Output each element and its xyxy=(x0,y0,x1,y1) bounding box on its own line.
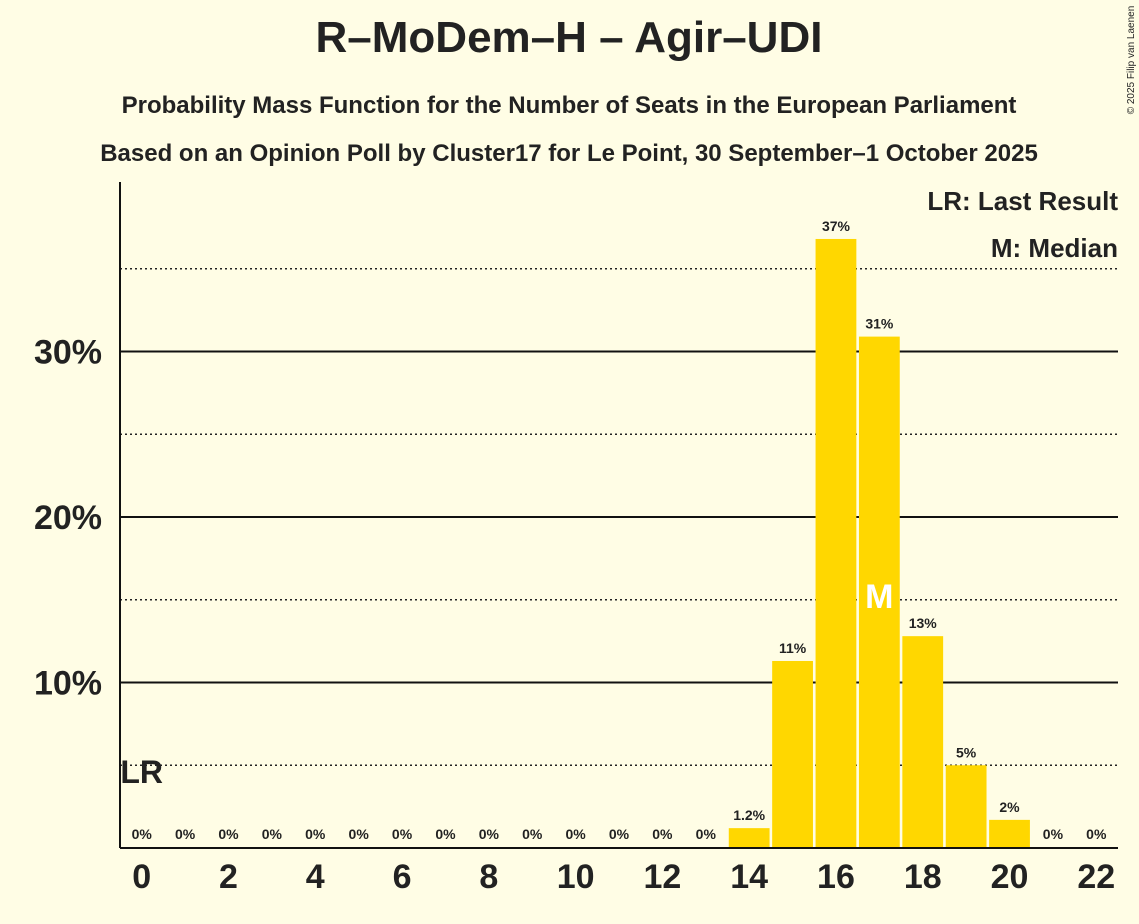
y-tick-label: 30% xyxy=(34,334,102,372)
bar xyxy=(815,238,857,848)
value-label: 0% xyxy=(609,826,630,842)
x-tick-label: 14 xyxy=(730,858,768,896)
value-label: 0% xyxy=(1043,826,1064,842)
x-tick-label: 2 xyxy=(219,858,238,896)
value-label: 0% xyxy=(652,826,673,842)
x-tick-label: 16 xyxy=(817,858,855,896)
x-tick-label: 20 xyxy=(991,858,1029,896)
value-label: 0% xyxy=(479,826,500,842)
value-label: 0% xyxy=(565,826,586,842)
value-label: 0% xyxy=(218,826,239,842)
value-label: 0% xyxy=(1086,826,1107,842)
copyright: © 2025 Filip van Laenen xyxy=(1126,6,1137,115)
bar xyxy=(989,819,1030,848)
legend-entry: LR: Last Result xyxy=(927,186,1118,216)
value-label: 0% xyxy=(305,826,326,842)
x-tick-label: 10 xyxy=(557,858,595,896)
value-label: 11% xyxy=(779,640,807,656)
value-label: 13% xyxy=(909,615,938,631)
x-tick-label: 0 xyxy=(132,858,151,896)
value-label: 37% xyxy=(822,218,851,234)
chart-subtitle: Based on an Opinion Poll by Cluster17 fo… xyxy=(100,140,1038,167)
x-tick-label: 18 xyxy=(904,858,942,896)
x-tick-label: 6 xyxy=(393,858,412,896)
value-label: 0% xyxy=(435,826,456,842)
bar xyxy=(902,636,944,848)
bar xyxy=(772,660,813,848)
value-label: 0% xyxy=(262,826,283,842)
legend-entry: M: Median xyxy=(991,233,1118,263)
y-tick-label: 20% xyxy=(34,499,102,537)
x-tick-label: 4 xyxy=(306,858,325,896)
x-tick-label: 22 xyxy=(1077,858,1115,896)
value-label: 31% xyxy=(865,316,894,332)
value-label: 0% xyxy=(132,826,153,842)
chart-title: R–MoDem–H – Agir–UDI xyxy=(316,13,823,62)
value-label: 5% xyxy=(956,744,977,760)
bar xyxy=(858,336,900,848)
y-tick-label: 10% xyxy=(34,665,102,703)
value-label: 2% xyxy=(999,799,1020,815)
chart-subtitle: Probability Mass Function for the Number… xyxy=(122,92,1017,119)
value-label: 0% xyxy=(522,826,543,842)
median-marker: M xyxy=(865,578,893,616)
last-result-marker: LR xyxy=(120,754,163,790)
x-tick-label: 8 xyxy=(479,858,498,896)
bar xyxy=(728,828,770,848)
bar xyxy=(945,765,987,848)
value-label: 0% xyxy=(175,826,196,842)
value-label: 0% xyxy=(696,826,717,842)
value-label: 0% xyxy=(392,826,413,842)
value-label: 1.2% xyxy=(733,807,765,823)
value-label: 0% xyxy=(349,826,370,842)
x-tick-label: 12 xyxy=(643,858,681,896)
